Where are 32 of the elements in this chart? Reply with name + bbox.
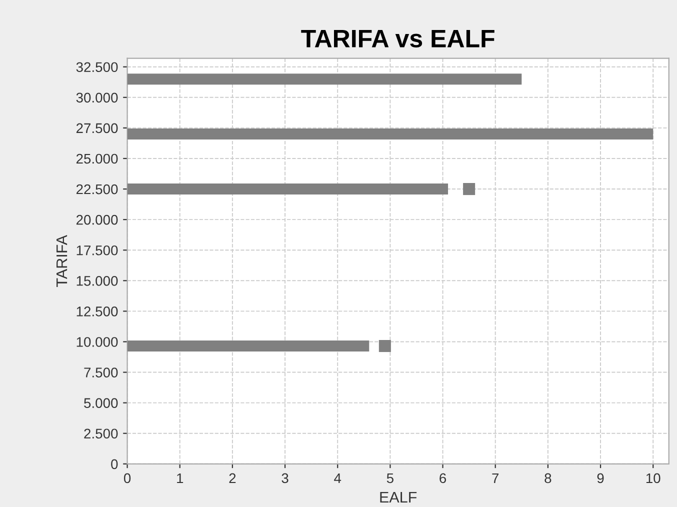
y-tick-label: 10.000 — [76, 337, 118, 347]
chart-title: TARIFA vs EALF — [301, 30, 494, 48]
y-tick-label: 0 — [111, 459, 118, 470]
x-tick-label: 1 — [177, 473, 184, 483]
y-tick-label: 15.000 — [76, 276, 118, 286]
x-tick-label: 7 — [492, 473, 499, 483]
y-tick-label: 32.500 — [76, 62, 118, 72]
x-tick-label: 10 — [646, 473, 660, 484]
x-tick-label: 4 — [334, 473, 342, 483]
x-tick-label: 2 — [229, 473, 236, 483]
bar — [127, 128, 654, 140]
x-tick-label: 9 — [597, 473, 604, 484]
x-tick-label: 8 — [544, 473, 552, 484]
y-tick-label: 20.000 — [76, 214, 118, 225]
x-tick-label: 5 — [386, 473, 394, 484]
y-tick-label: 7.500 — [84, 368, 118, 378]
y-tick-label: 12.500 — [76, 306, 118, 316]
y-tick-label: 25.000 — [76, 154, 118, 164]
y-tick-label: 30.000 — [76, 92, 118, 103]
y-tick-label: 17.500 — [76, 245, 118, 256]
bar — [127, 74, 522, 85]
x-tick-label: 0 — [124, 473, 131, 484]
x-tick-label: 3 — [282, 473, 288, 484]
x-tick-label: 6 — [440, 473, 446, 484]
y-tick-label: 27.500 — [76, 123, 118, 134]
y-axis-title: TARIFA — [56, 234, 68, 287]
bar — [127, 340, 370, 352]
bar — [127, 184, 448, 195]
x-axis-title: EALF — [380, 492, 417, 503]
y-tick-label: 2.500 — [84, 428, 118, 439]
y-tick-label: 22.500 — [76, 184, 118, 194]
y-tick-label: 5.000 — [84, 398, 118, 408]
